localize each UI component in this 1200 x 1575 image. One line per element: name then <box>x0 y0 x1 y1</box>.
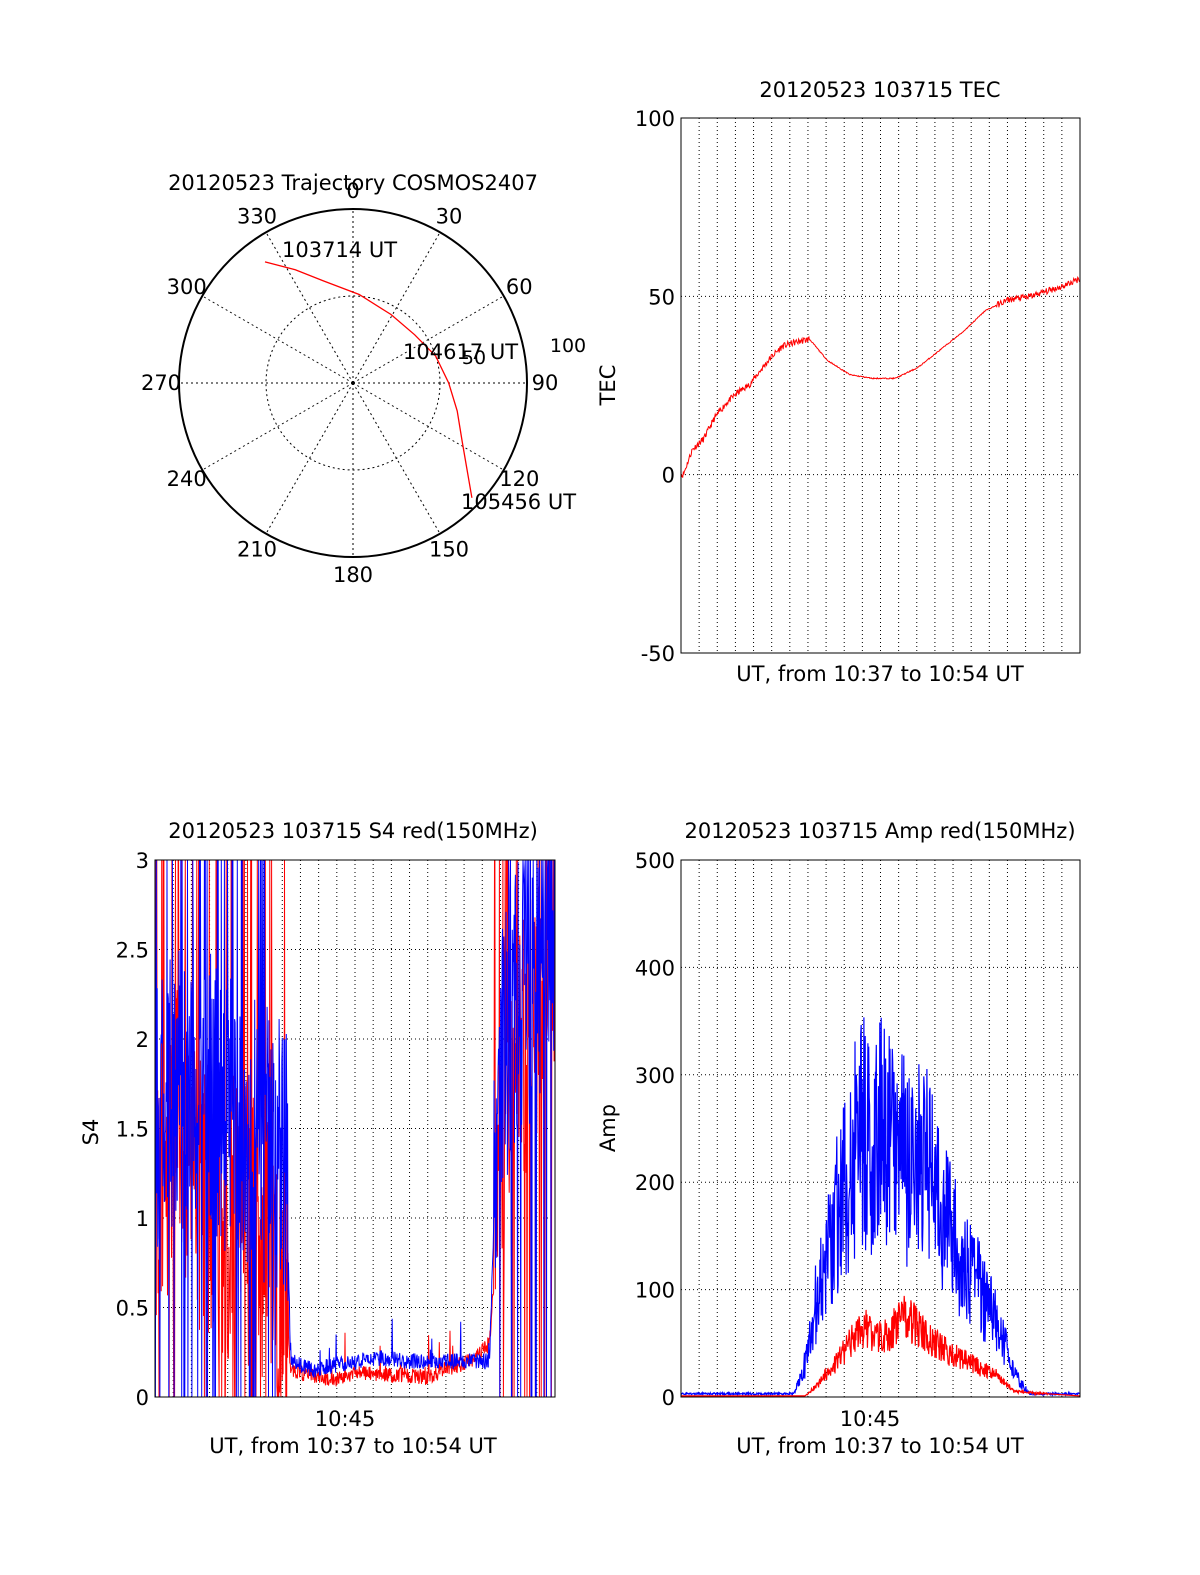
amp-series <box>680 1017 1081 1398</box>
tec-chart-title: 20120523 103715 TEC <box>759 78 1000 102</box>
s4-chart-title: 20120523 103715 S4 red(150MHz) <box>168 819 538 843</box>
s4-x-tick-label: 10:45 <box>315 1407 376 1431</box>
polar-spoke <box>265 382 354 534</box>
polar-panel: 20120523 Trajectory COSMOS2407 0 30 60 90 12… <box>141 171 586 587</box>
polar-angle-label: 270 <box>141 371 181 395</box>
polar-angle-label: 90 <box>532 371 559 395</box>
tec-series-line <box>680 275 1080 479</box>
tec-x-axis-label: UT, from 10:37 to 10:54 UT <box>736 662 1024 686</box>
polar-angle-label: 0 <box>346 179 359 203</box>
amp-x-axis-label: UT, from 10:37 to 10:54 UT <box>736 1434 1024 1458</box>
polar-angle-label: 60 <box>506 275 533 299</box>
polar-radial-label-100: 100 <box>550 335 586 357</box>
trajectory-line <box>264 261 473 498</box>
polar-angle-label: 300 <box>167 275 207 299</box>
amp-plot-frame <box>680 859 1081 1398</box>
s4-y-tick-label: 3 <box>136 849 149 873</box>
s4-y-tick-label: 2 <box>136 1028 149 1052</box>
polar-angle-label: 150 <box>429 537 469 561</box>
tec-y-tick-label: 50 <box>648 285 675 309</box>
amp-y-tick-label: 0 <box>662 1386 675 1410</box>
polar-chart-title: 20120523 Trajectory COSMOS2407 <box>168 171 538 195</box>
polar-angle-labels: 0 30 60 90 120 150 180 210 240 270 300 330 <box>141 179 558 587</box>
s4-red-series <box>154 859 556 1398</box>
polar-angle-label: 180 <box>333 563 373 587</box>
s4-y-axis-label: S4 <box>79 1119 103 1146</box>
amp-chart-title: 20120523 103715 Amp red(150MHz) <box>684 819 1075 843</box>
trajectory-mid-time-label: 104617 UT <box>403 340 518 364</box>
amp-y-tick-labels: 500 400 300 200 100 0 <box>635 849 675 1410</box>
tec-panel: 20120523 103715 TEC 100 50 0 -50 TEC UT, fr… <box>596 78 1081 686</box>
amp-y-tick-label: 200 <box>635 1171 675 1195</box>
polar-spoke <box>265 232 354 384</box>
tec-y-axis-label: TEC <box>596 365 620 407</box>
s4-x-axis-label: UT, from 10:37 to 10:54 UT <box>209 1434 497 1458</box>
amp-y-tick-label: 100 <box>635 1279 675 1303</box>
tec-series <box>680 275 1080 479</box>
polar-series <box>264 261 473 498</box>
amp-blue-series <box>680 1017 1081 1398</box>
s4-y-tick-labels: 3 2.5 2 1.5 1 0.5 0 <box>116 849 149 1410</box>
amp-red-series <box>681 1295 1080 1397</box>
polar-grid <box>179 209 527 557</box>
tec-y-tick-labels: 100 50 0 -50 <box>635 107 675 666</box>
polar-spoke <box>202 295 354 384</box>
polar-angle-label: 210 <box>237 537 277 561</box>
amp-y-tick-label: 400 <box>635 956 675 980</box>
polar-angle-label: 30 <box>436 205 463 229</box>
tec-y-tick-label: 100 <box>635 107 675 131</box>
s4-panel: 20120523 103715 S4 red(150MHz) 3 2.5 2 1.5 1… <box>79 819 556 1458</box>
s4-y-tick-label: 1.5 <box>116 1118 149 1142</box>
s4-plot-frame <box>154 859 556 1398</box>
amp-y-tick-label: 500 <box>635 849 675 873</box>
tec-y-tick-label: 0 <box>662 464 675 488</box>
polar-angle-label: 330 <box>237 205 277 229</box>
tec-grid <box>681 118 1080 653</box>
polar-spoke <box>202 382 354 471</box>
s4-y-tick-label: 0.5 <box>116 1297 149 1321</box>
tec-plot-frame <box>680 117 1081 654</box>
amp-y-axis-label: Amp <box>596 1104 620 1152</box>
s4-y-tick-label: 2.5 <box>116 939 149 963</box>
amp-y-tick-label: 300 <box>635 1064 675 1088</box>
polar-angle-label: 240 <box>167 467 207 491</box>
s4-series <box>154 859 556 1398</box>
trajectory-end-time-label: 105456 UT <box>461 490 576 514</box>
tec-y-tick-label: -50 <box>641 642 675 666</box>
polar-spoke <box>352 382 504 471</box>
polar-spoke <box>352 382 441 534</box>
polar-angle-label: 120 <box>499 467 539 491</box>
polar-spoke <box>352 232 441 384</box>
s4-blue-series <box>154 859 556 1398</box>
amp-panel: 20120523 103715 Amp red(150MHz) 500 400 30… <box>596 819 1081 1458</box>
polar-outer-ring <box>178 208 528 558</box>
polar-spoke <box>352 295 504 384</box>
s4-y-tick-label: 0 <box>136 1386 149 1410</box>
trajectory-start-time-label: 103714 UT <box>282 238 397 262</box>
s4-y-tick-label: 1 <box>136 1207 149 1231</box>
amp-x-tick-label: 10:45 <box>840 1407 901 1431</box>
polar-radial-label-50: 50 <box>462 347 486 369</box>
